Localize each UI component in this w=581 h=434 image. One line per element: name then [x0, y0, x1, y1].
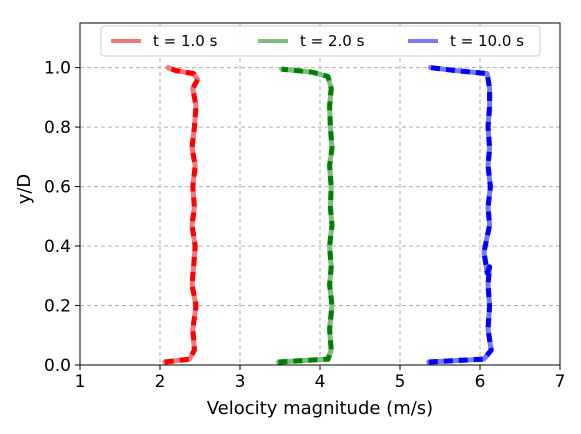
x-tick-label: 6: [475, 372, 486, 392]
series-line-2: [428, 65, 494, 365]
legend-label-0: t = 1.0 s: [153, 32, 218, 50]
series-lines: [162, 65, 494, 365]
y-tick-label: 0.8: [44, 118, 71, 138]
y-tick-label: 0.0: [44, 356, 71, 376]
y-tick-label: 0.2: [44, 297, 71, 317]
legend-label-1: t = 2.0 s: [300, 32, 365, 50]
x-tick-label: 4: [315, 372, 326, 392]
x-tick-label: 2: [155, 372, 166, 392]
x-tick-label: 1: [75, 372, 86, 392]
series-line-0: [164, 65, 201, 365]
legend-label-2: t = 10.0 s: [450, 32, 524, 50]
legend: t = 1.0 s t = 2.0 s t = 10.0 s: [100, 25, 541, 57]
series-line-light-2: [426, 65, 494, 365]
y-tick-label: 0.6: [44, 178, 71, 198]
legend-box: [100, 25, 541, 57]
series-line-1: [278, 66, 335, 365]
x-tick-label: 7: [555, 372, 566, 392]
x-tick-label: 5: [395, 372, 406, 392]
y-tick-label: 0.4: [44, 237, 71, 257]
x-tick-label: 3: [235, 372, 246, 392]
x-axis-title: Velocity magnitude (m/s): [207, 398, 433, 419]
y-axis-title: y/D: [14, 174, 35, 205]
series-line-light-1: [275, 66, 335, 365]
axis-ticks: 1 2 3 4 5 6 7 0.0 0.2 0.4 0.6 0.8 1.0: [44, 59, 565, 392]
y-tick-label: 1.0: [44, 59, 71, 79]
